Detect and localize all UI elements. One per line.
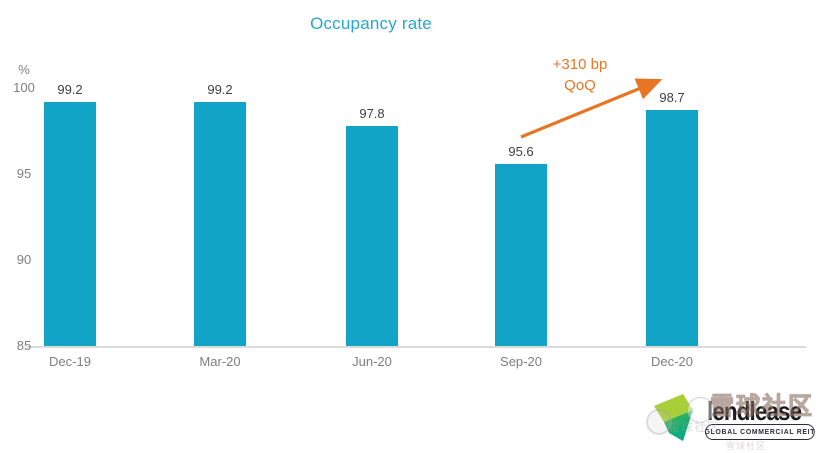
bar-value-label: 99.2	[207, 81, 233, 97]
bar	[194, 101, 246, 346]
y-tick-label: 95	[16, 166, 32, 181]
y-tick-label: 90	[16, 252, 32, 267]
annotation-line2: QoQ	[564, 77, 596, 94]
x-tick-label: Mar-20	[199, 354, 241, 369]
x-tick-label: Dec-20	[651, 354, 693, 369]
y-tick-label: 85	[16, 338, 32, 353]
x-axis-baseline	[27, 346, 806, 348]
bar	[646, 110, 698, 346]
bar-value-label: 95.6	[508, 143, 534, 159]
logo-badge: GLOBAL COMMERCIAL REIT	[705, 424, 815, 440]
bar-value-label: 98.7	[659, 90, 685, 106]
annotation-line1: +310 bp	[552, 56, 608, 73]
y-tick-label: 100	[13, 80, 35, 95]
lendlease-swoosh-icon	[654, 394, 693, 441]
x-tick-label: Jun-20	[352, 354, 392, 369]
annotation-qoq: +310 bp QoQ	[518, 54, 642, 96]
bar	[495, 163, 547, 346]
lendlease-wordmark: lendlease	[707, 396, 802, 426]
y-axis-unit-label: %	[18, 62, 30, 77]
watermark-byline: 雪球社区	[726, 441, 767, 451]
lendlease-logo: lendlease GLOBAL COMMERCIAL REIT 雪球社区 雪球…	[618, 375, 821, 453]
bar	[346, 125, 398, 346]
bar-value-label: 99.2	[57, 81, 83, 97]
x-tick-label: Dec-19	[49, 354, 91, 369]
bar	[44, 101, 96, 346]
bar-value-label: 97.8	[359, 105, 385, 121]
x-tick-label: Sep-20	[500, 354, 542, 369]
chart-title: Occupancy rate	[310, 14, 432, 33]
